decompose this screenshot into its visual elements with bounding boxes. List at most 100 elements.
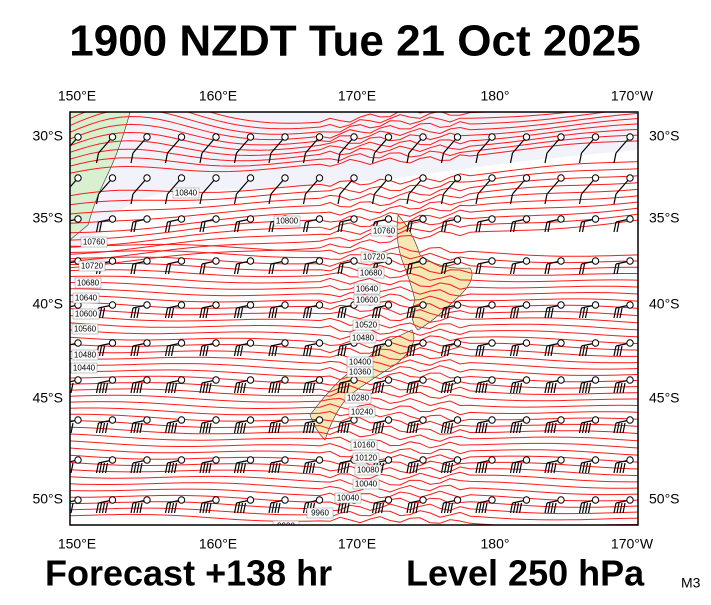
barb-feather <box>409 422 413 434</box>
barb-feather <box>65 346 67 356</box>
barb-feather <box>440 193 445 205</box>
contour-label-box <box>352 319 380 331</box>
barb-station <box>108 376 117 384</box>
barb-station <box>350 257 358 265</box>
barb-feather <box>440 502 445 514</box>
barb-feather <box>409 263 413 275</box>
barb-feather <box>343 422 347 434</box>
barb-feather <box>233 152 238 164</box>
barb-feather <box>65 222 67 232</box>
barb-feather <box>340 502 344 514</box>
contour-label-box <box>370 225 398 237</box>
barb-feather <box>199 345 203 357</box>
barb-feather <box>622 462 626 474</box>
barb-feather <box>544 502 548 514</box>
barb-feather <box>277 422 281 434</box>
barb-station <box>384 496 393 504</box>
barb-station <box>591 133 600 141</box>
barb-station <box>143 496 151 504</box>
contour-label-box <box>353 294 381 306</box>
contour-line <box>70 207 638 255</box>
barb-station <box>591 339 600 347</box>
barb-feather <box>173 502 178 514</box>
contour-label: 10160 <box>353 441 376 450</box>
barb-station <box>212 301 220 309</box>
barb-feather <box>302 221 307 233</box>
barb-feather <box>268 502 272 514</box>
barb-station <box>557 416 565 424</box>
contour-label-box <box>172 187 200 199</box>
contour-label-box <box>352 452 380 464</box>
contour-line <box>70 301 638 317</box>
barb-feather <box>205 502 209 514</box>
barb-feather <box>518 502 523 514</box>
barb-feather <box>578 345 583 357</box>
barb-feather <box>277 382 281 394</box>
barb-feather <box>305 263 310 275</box>
barb-feather <box>199 263 203 275</box>
barb-station <box>350 174 358 182</box>
barb-feather <box>550 307 554 319</box>
barb-feather <box>481 502 485 514</box>
barb-feather <box>412 345 416 357</box>
barb-feather <box>547 307 551 319</box>
barb-station <box>419 257 427 265</box>
barb-feather <box>98 345 103 357</box>
barb-feather <box>104 502 109 514</box>
barb-station <box>453 416 462 424</box>
contour-line <box>70 263 638 276</box>
lon-label-top: 170°W <box>611 88 654 104</box>
contour-line <box>70 243 638 257</box>
barb-feather <box>406 221 410 233</box>
barb-feather <box>512 263 517 275</box>
barb-station <box>488 301 496 309</box>
barb-feather <box>550 382 554 394</box>
barb-feather <box>509 345 514 357</box>
contour-line <box>70 482 638 496</box>
barb-feather <box>164 263 169 275</box>
barb-feather <box>62 423 64 433</box>
contour-label: 10800 <box>276 217 299 226</box>
barb-station <box>557 339 565 347</box>
barb-feather <box>202 462 206 474</box>
barb-feather <box>613 221 617 233</box>
barb-feather <box>371 307 376 319</box>
barb-feather <box>170 462 175 474</box>
barb-station <box>522 339 531 347</box>
barb-feather <box>550 422 554 434</box>
barb-feather <box>578 502 583 514</box>
barb-feather <box>62 153 64 163</box>
barb-feather <box>164 221 169 233</box>
barb-station <box>315 496 324 504</box>
barb-station <box>212 456 220 464</box>
barb-feather <box>553 502 557 514</box>
barb-station <box>384 376 393 384</box>
barb-station <box>281 339 289 347</box>
barb-station <box>177 133 186 141</box>
barb-station <box>557 301 565 309</box>
lat-label-left: 35°S <box>32 210 63 226</box>
barb-feather <box>581 382 586 394</box>
barb-feather <box>302 345 307 357</box>
barb-feather <box>578 462 583 474</box>
lon-label-top: 180° <box>481 88 510 104</box>
barb-feather <box>239 382 244 394</box>
barb-feather <box>173 462 178 474</box>
contour-label: 10840 <box>175 189 198 198</box>
barb-feather <box>208 462 212 474</box>
barb-feather <box>308 462 313 474</box>
contour-line <box>70 112 575 135</box>
barb-feather <box>380 422 385 434</box>
barb-feather <box>544 263 548 275</box>
barb-feather <box>337 307 341 319</box>
barb-feather <box>475 193 479 205</box>
barb-feather <box>268 462 272 474</box>
barb-feather <box>515 307 520 319</box>
barb-station <box>488 376 496 384</box>
barb-station <box>591 456 600 464</box>
barb-station <box>557 133 565 141</box>
barb-feather <box>340 263 344 275</box>
barb-station <box>212 257 220 265</box>
barb-station <box>453 133 462 141</box>
barb-feather <box>271 221 275 233</box>
